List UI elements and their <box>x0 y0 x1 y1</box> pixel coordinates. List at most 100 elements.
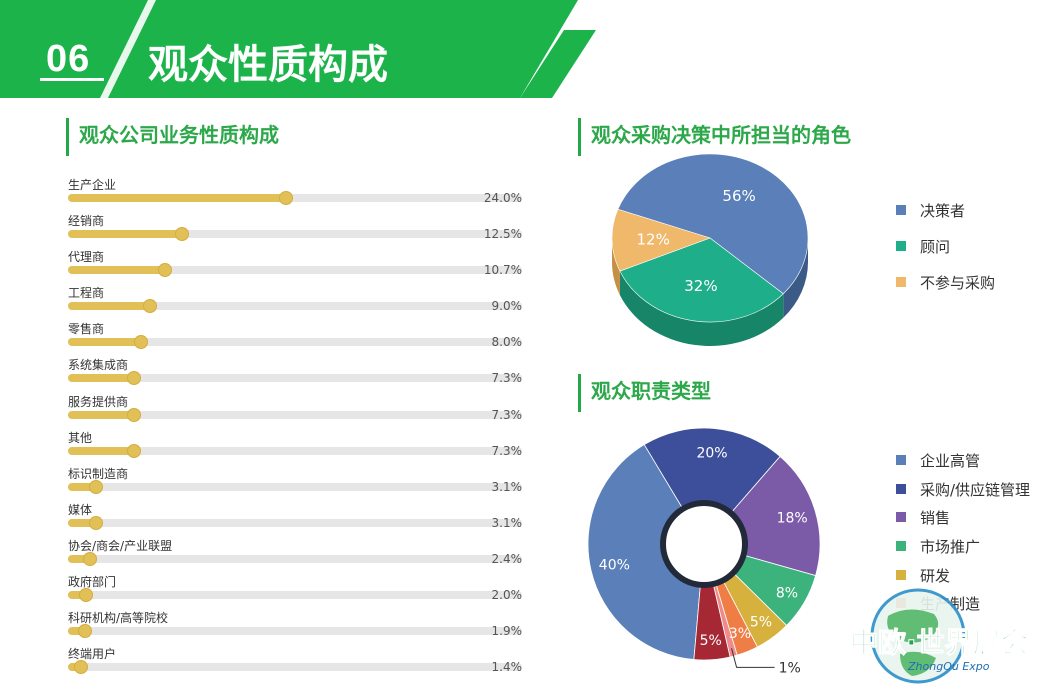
bar-label: 协会/商会/产业联盟 <box>68 538 173 553</box>
bar-row: 生产企业 24.0% <box>68 176 524 212</box>
purchase-role-heading: 观众采购决策中所担当的角色 <box>578 118 851 156</box>
bar <box>68 627 86 636</box>
bar-row: 科研机构/高等院校 1.9% <box>68 609 524 645</box>
bar-end-marker <box>158 263 173 278</box>
bar-track <box>68 191 522 205</box>
bar-value-label: 12.5% <box>483 227 522 242</box>
bar-end-marker <box>89 479 104 494</box>
legend-label: 市场推广 <box>920 538 981 557</box>
donut-slice-label: 3% <box>729 626 751 642</box>
bar-track <box>68 335 522 350</box>
bar-label: 服务提供商 <box>68 394 129 409</box>
bar-end-marker <box>79 588 94 603</box>
logo-globe-land <box>887 609 939 643</box>
legend-label: 企业高管 <box>920 452 981 470</box>
legend-label: 销售 <box>920 509 951 528</box>
section-number-underline <box>40 78 104 81</box>
legend-label: 研发 <box>920 566 951 585</box>
legend-label: 顾问 <box>920 238 951 256</box>
bar-row: 协会/商会/产业联盟 2.4% <box>68 537 524 573</box>
bar-label: 终端用户 <box>68 647 117 662</box>
bar-end-marker <box>78 624 93 639</box>
bar-end-marker <box>127 407 142 422</box>
legend-swatch <box>896 241 906 251</box>
bar-track <box>68 660 522 675</box>
bar-track <box>68 588 522 603</box>
bar <box>68 338 141 347</box>
bar-value-label: 3.1% <box>491 479 523 494</box>
bar <box>68 554 90 563</box>
bar-track <box>68 551 522 566</box>
legend-swatch <box>896 483 906 494</box>
bar-value-label: 24.0% <box>483 191 522 205</box>
donut-hole-ring <box>660 500 748 588</box>
section-number: 06 <box>46 38 91 80</box>
bar-row: 其他 7.3% <box>68 429 524 465</box>
logo-wordmark: 中欧·世界展会 <box>850 626 1029 659</box>
donut-hole <box>667 507 741 581</box>
pie-slice <box>611 208 711 272</box>
bar <box>68 266 166 275</box>
bar-track <box>68 624 522 639</box>
donut-slice-label: 5% <box>750 614 772 630</box>
bar-end-marker <box>89 515 104 530</box>
bar-label: 系统集成商 <box>68 358 129 373</box>
bar-row: 零售商 8.0% <box>68 320 524 356</box>
pie-slice-side <box>619 271 784 346</box>
donut-slice-label: 40% <box>599 558 630 574</box>
bar-row: 服务提供商 7.3% <box>68 393 524 429</box>
bar <box>68 482 97 491</box>
bar-label: 媒体 <box>68 502 93 517</box>
bar <box>68 446 135 455</box>
business-nature-heading: 观众公司业务性质构成 <box>66 118 279 156</box>
pie-slice-label: 12% <box>637 230 670 248</box>
bar-row: 工程商 9.0% <box>68 284 524 320</box>
legend-swatch <box>896 541 906 552</box>
bar-label: 其他 <box>68 430 93 445</box>
pie-slice-side <box>612 238 620 296</box>
logo-globe-land <box>900 651 936 676</box>
bar-track <box>68 227 522 242</box>
bar-row: 标识制造商 3.1% <box>68 465 524 501</box>
bar-end-marker <box>278 191 293 205</box>
bar-label: 生产企业 <box>68 178 117 192</box>
legend-swatch <box>896 455 906 465</box>
legend-label: 采购/供应链管理 <box>920 480 1031 499</box>
legend-swatch <box>896 512 906 523</box>
bar-label: 标识制造商 <box>68 466 129 481</box>
logo-subtext: ZhongOu Expo <box>907 660 990 673</box>
bar-track <box>68 263 522 278</box>
bar-label: 代理商 <box>68 250 105 265</box>
bar <box>68 302 150 311</box>
pie-slice-label: 56% <box>722 187 755 205</box>
bar-track <box>68 299 522 314</box>
bar-row: 媒体 3.1% <box>68 501 524 537</box>
bar-value-label: 7.3% <box>491 371 523 386</box>
bar-end-marker <box>127 371 142 386</box>
bar-label: 零售商 <box>68 322 105 337</box>
purchase-role-pie-chart: 56% 32% 12% <box>611 153 809 346</box>
donut-slice-label: 5% <box>700 633 722 649</box>
bar-value-label: 3.1% <box>491 515 523 530</box>
bar-label: 经销商 <box>68 214 105 229</box>
donut-slice-label: 20% <box>696 445 727 461</box>
bar-value-label: 9.0% <box>491 299 523 314</box>
bar-track <box>68 443 522 458</box>
banner-shape <box>0 0 578 98</box>
bar-row: 政府部门 2.0% <box>68 573 524 609</box>
pie-slice <box>619 237 784 323</box>
bar <box>68 374 135 383</box>
legend-label: 不参与采购 <box>920 274 996 292</box>
donut-slice-label: 18% <box>777 511 808 527</box>
bar <box>68 194 286 202</box>
bar-value-label: 7.3% <box>491 443 523 458</box>
page-title: 观众性质构成 <box>148 42 388 88</box>
bar-track <box>68 479 522 494</box>
bar-track <box>68 515 522 530</box>
bar-label: 政府部门 <box>68 575 117 590</box>
bar-row: 经销商 12.5% <box>68 212 524 248</box>
header-banner <box>0 0 596 98</box>
business-nature-bar-chart: 生产企业 24.0% 经销商 12.5% 代理商 10.7% 工程商 9.0% 零售商 8.0% 系… <box>68 176 524 681</box>
bar-row: 代理商 10.7% <box>68 248 524 284</box>
banner-divider <box>100 0 156 98</box>
